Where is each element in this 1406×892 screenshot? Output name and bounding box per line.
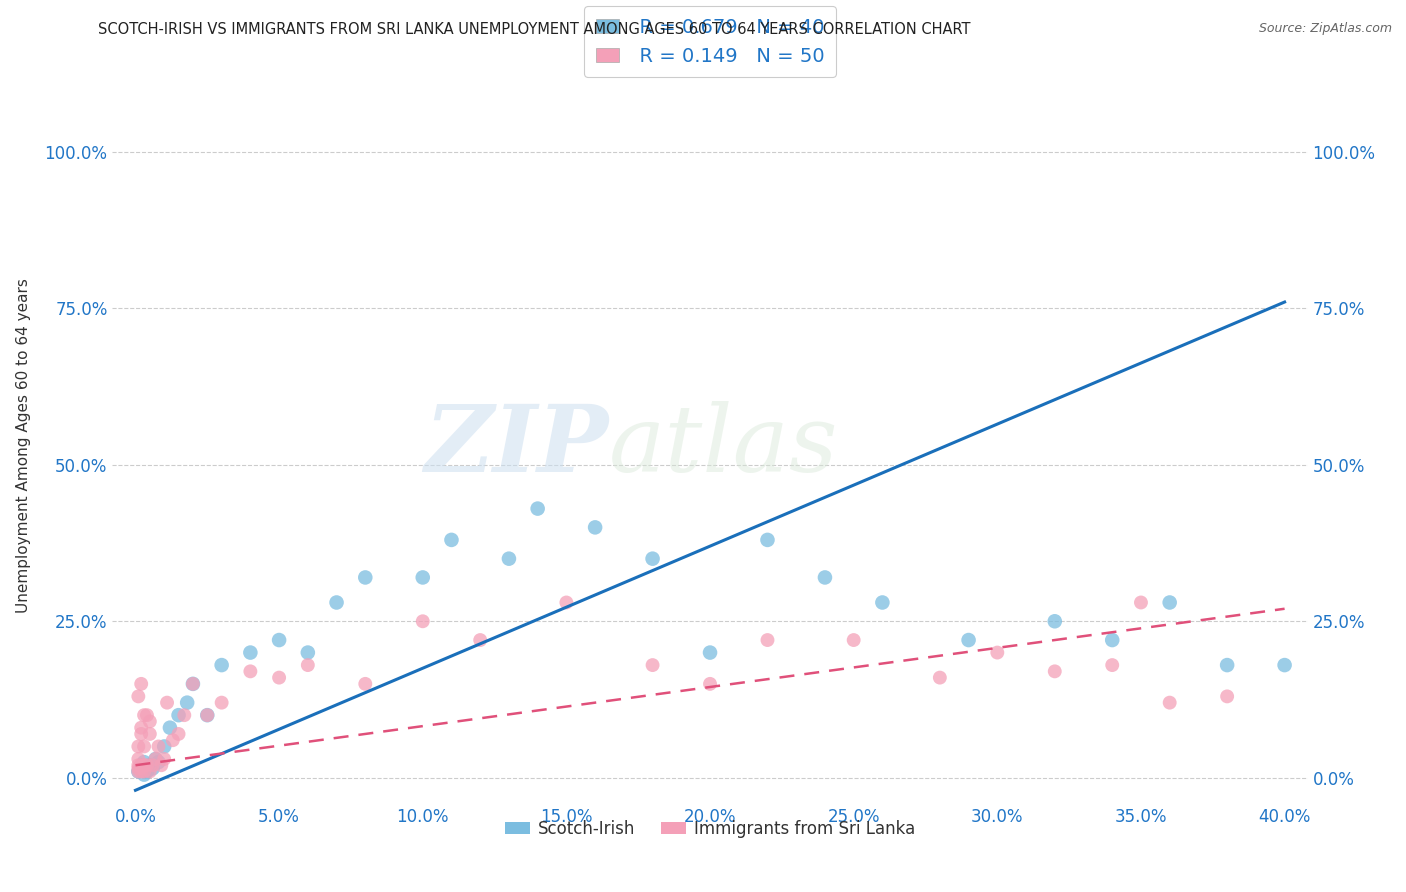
Point [132,764,155,779]
Point [1101,658,1123,673]
Point [928,671,950,685]
Point [153,752,176,766]
Point [159,721,181,735]
Point [181,677,204,691]
Point [129,761,152,775]
Point [181,677,204,691]
Point [173,708,195,723]
Point [132,739,155,754]
Point [127,739,149,754]
Point [269,671,291,685]
Point [239,665,262,679]
Point [142,761,165,775]
Point [842,633,865,648]
Point [132,708,155,723]
Point [136,758,159,772]
Point [325,595,347,609]
Point [211,658,233,673]
Point [211,696,233,710]
Point [150,758,173,772]
Point [153,739,176,754]
Point [148,755,170,769]
Point [1216,658,1239,673]
Point [641,551,664,566]
Point [583,520,606,534]
Point [136,764,159,779]
Legend: Scotch-Irish, Immigrants from Sri Lanka: Scotch-Irish, Immigrants from Sri Lanka [498,814,922,845]
Point [132,767,155,781]
Point [814,570,837,584]
Point [354,570,377,584]
Point [127,764,149,779]
Y-axis label: Unemployment Among Ages 60 to 64 years: Unemployment Among Ages 60 to 64 years [15,278,31,614]
Point [127,764,149,779]
Point [1101,633,1123,648]
Point [139,727,162,741]
Point [195,708,218,723]
Point [297,646,319,660]
Point [127,690,149,704]
Point [297,658,319,673]
Point [1274,658,1296,673]
Text: Source: ZipAtlas.com: Source: ZipAtlas.com [1258,22,1392,36]
Point [641,658,664,673]
Point [1159,696,1181,710]
Point [412,570,434,584]
Point [156,696,179,710]
Point [470,633,492,648]
Point [162,733,184,747]
Point [239,646,262,660]
Point [555,595,578,609]
Text: SCOTCH-IRISH VS IMMIGRANTS FROM SRI LANKA UNEMPLOYMENT AMONG AGES 60 TO 64 YEARS: SCOTCH-IRISH VS IMMIGRANTS FROM SRI LANK… [98,22,972,37]
Point [756,533,779,547]
Text: atlas: atlas [609,401,838,491]
Point [957,633,980,648]
Point [129,677,152,691]
Point [167,727,190,741]
Point [132,758,155,772]
Point [756,633,779,648]
Point [986,646,1008,660]
Point [412,614,434,628]
Point [526,501,548,516]
Point [145,752,167,766]
Point [139,714,162,729]
Point [1159,595,1181,609]
Point [269,633,291,648]
Point [1216,690,1239,704]
Point [195,708,218,723]
Point [129,758,152,772]
Point [145,752,167,766]
Point [872,595,894,609]
Point [699,646,721,660]
Point [1129,595,1152,609]
Point [127,752,149,766]
Point [129,758,152,772]
Point [129,721,152,735]
Point [699,677,721,691]
Point [498,551,520,566]
Point [1043,665,1066,679]
Point [176,696,198,710]
Point [148,739,170,754]
Point [142,758,165,772]
Point [129,764,152,779]
Text: ZIP: ZIP [425,401,609,491]
Point [139,764,162,779]
Point [129,727,152,741]
Point [440,533,463,547]
Point [136,708,159,723]
Point [167,708,190,723]
Point [1043,614,1066,628]
Point [127,758,149,772]
Point [127,761,149,775]
Point [354,677,377,691]
Point [132,755,155,769]
Point [139,758,162,772]
